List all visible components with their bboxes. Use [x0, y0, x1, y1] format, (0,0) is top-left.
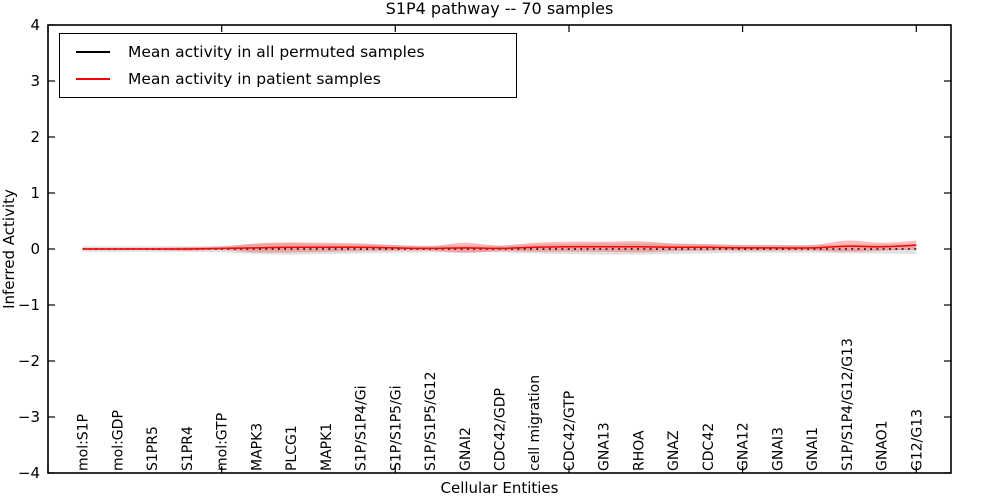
legend-label: Mean activity in patient samples: [128, 69, 381, 88]
x-category-label: S1P/S1P4/G12/G13: [840, 338, 856, 471]
x-category-label: cell migration: [527, 375, 543, 471]
x-category-label: G12/G13: [909, 409, 925, 471]
legend-entry-permuted: Mean activity in all permuted samples: [60, 38, 516, 65]
legend-entry-patient: Mean activity in patient samples: [60, 65, 516, 92]
x-category-label: S1P/S1P5/Gi: [388, 385, 404, 471]
y-tick-label: 2: [30, 128, 40, 146]
x-category-label: GNAI1: [805, 427, 821, 471]
chart-title: S1P4 pathway -- 70 samples: [385, 0, 614, 18]
x-category-label: GNAZ: [666, 431, 682, 472]
x-category-label: GNA12: [736, 422, 752, 471]
x-category-label: mol:GDP: [111, 410, 127, 471]
x-category-label: S1P/S1P4/Gi: [354, 385, 370, 471]
x-axis-label: Cellular Entities: [440, 479, 559, 497]
y-tick-label: 0: [30, 240, 40, 258]
y-axis-label: Inferred Activity: [0, 189, 18, 309]
x-category-label: CDC42/GDP: [493, 388, 509, 471]
y-tick-label: 1: [30, 184, 40, 202]
legend-label: Mean activity in all permuted samples: [128, 42, 425, 61]
y-tick-label: −3: [18, 408, 40, 426]
x-category-label: PLCG1: [284, 425, 300, 471]
y-tick-label: −4: [18, 464, 40, 482]
x-category-label: GNAO1: [875, 420, 891, 471]
legend-line-sample-red: [76, 77, 110, 80]
x-category-label: MAPK3: [249, 423, 265, 471]
x-category-label: GNA13: [597, 422, 613, 471]
x-category-label: GNAI3: [770, 427, 786, 471]
x-category-label: RHOA: [631, 430, 647, 471]
x-category-label: S1PR5: [145, 426, 161, 471]
x-category-label: CDC42/GTP: [562, 391, 578, 471]
patient-std-band: [82, 240, 917, 253]
y-tick-label: −2: [18, 352, 40, 370]
x-category-label: GNAI2: [458, 427, 474, 471]
x-category-label: mol:S1P: [76, 414, 92, 471]
patient-mean-line: [82, 244, 917, 250]
legend: Mean activity in all permuted samples Me…: [59, 33, 517, 98]
x-category-label: CDC42: [701, 423, 717, 471]
y-tick-label: −1: [18, 296, 40, 314]
x-category-label: S1PR4: [180, 426, 196, 471]
x-category-label: S1P/S1P5/G12: [423, 372, 439, 471]
x-category-label: MAPK1: [319, 423, 335, 471]
y-tick-label: 4: [30, 16, 40, 34]
y-tick-label: 3: [30, 72, 40, 90]
x-category-label: mol:GTP: [215, 413, 231, 471]
legend-line-sample-black: [76, 50, 110, 53]
